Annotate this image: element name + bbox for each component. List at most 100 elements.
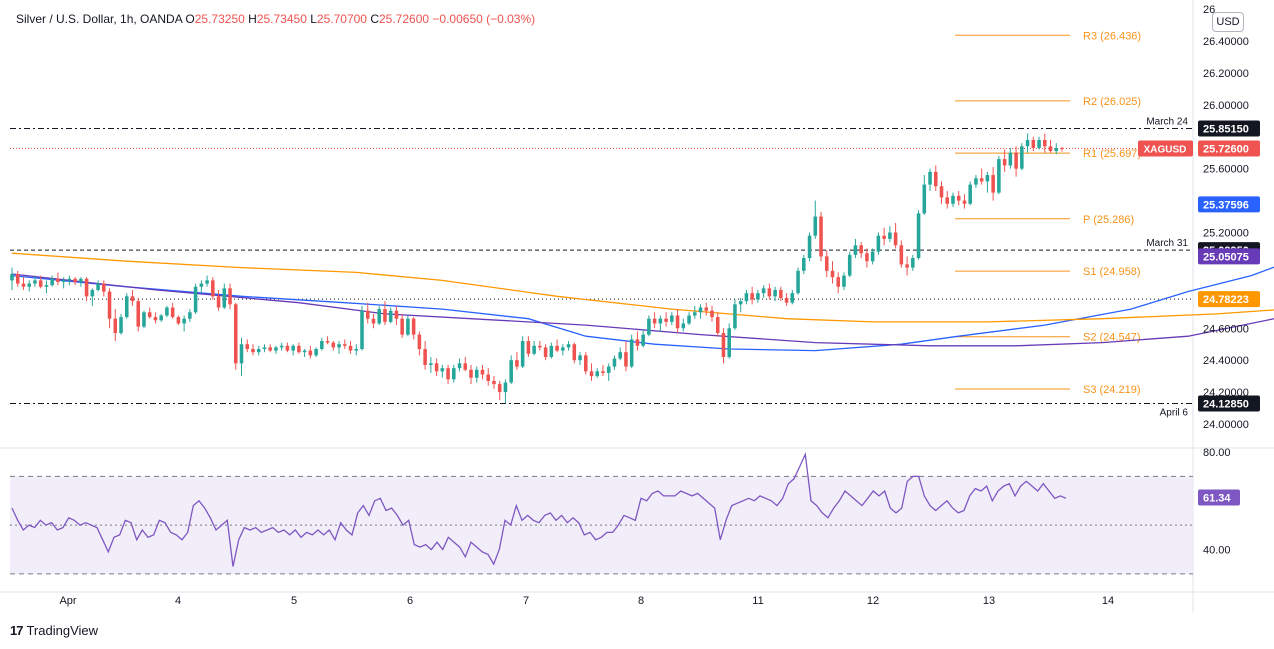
candle[interactable]: [79, 277, 83, 287]
candle[interactable]: [813, 200, 818, 239]
candle[interactable]: [830, 261, 835, 284]
candle[interactable]: [400, 313, 404, 338]
candle[interactable]: [1020, 143, 1024, 171]
candle[interactable]: [216, 289, 221, 311]
candle[interactable]: [136, 297, 141, 332]
candle[interactable]: [394, 305, 399, 326]
candle[interactable]: [520, 336, 525, 369]
candle[interactable]: [859, 242, 863, 259]
candle[interactable]: [1054, 143, 1059, 155]
candle[interactable]: [899, 240, 904, 268]
candle[interactable]: [802, 254, 806, 274]
candle[interactable]: [497, 380, 502, 401]
candle[interactable]: [38, 275, 43, 289]
candle[interactable]: [337, 341, 341, 354]
candle[interactable]: [756, 289, 760, 303]
candle[interactable]: [974, 175, 978, 188]
candle[interactable]: [182, 315, 186, 332]
candle[interactable]: [492, 376, 496, 389]
candle[interactable]: [693, 305, 697, 319]
candle[interactable]: [486, 368, 491, 386]
candle[interactable]: [647, 315, 651, 337]
candle[interactable]: [354, 344, 359, 356]
candle[interactable]: [962, 194, 967, 209]
candle[interactable]: [991, 167, 995, 201]
candle[interactable]: [245, 339, 250, 353]
candle[interactable]: [629, 334, 634, 369]
tradingview-footer[interactable]: 17 TradingView: [10, 623, 98, 638]
candle[interactable]: [434, 358, 439, 377]
candle[interactable]: [222, 283, 227, 310]
candle[interactable]: [188, 309, 192, 322]
candle[interactable]: [331, 341, 336, 351]
candle[interactable]: [652, 312, 657, 329]
candle[interactable]: [612, 355, 617, 370]
candle[interactable]: [279, 342, 284, 351]
candle[interactable]: [561, 344, 565, 356]
candle[interactable]: [61, 277, 66, 289]
candle[interactable]: [738, 297, 743, 313]
candle[interactable]: [256, 345, 261, 356]
candle[interactable]: [721, 328, 726, 364]
candle[interactable]: [1043, 133, 1047, 153]
candle[interactable]: [624, 341, 628, 372]
candle[interactable]: [302, 348, 307, 357]
candle[interactable]: [457, 358, 462, 372]
candle[interactable]: [84, 277, 89, 302]
candle[interactable]: [549, 342, 554, 359]
candle[interactable]: [1014, 146, 1018, 177]
candle[interactable]: [348, 341, 353, 354]
candle[interactable]: [233, 302, 238, 370]
candle[interactable]: [784, 293, 789, 306]
candle[interactable]: [761, 285, 766, 298]
candle[interactable]: [130, 289, 135, 306]
candle[interactable]: [10, 267, 14, 290]
candle[interactable]: [365, 302, 370, 324]
candle[interactable]: [251, 344, 255, 356]
candle[interactable]: [750, 286, 754, 305]
candle[interactable]: [142, 310, 146, 329]
candle[interactable]: [274, 345, 278, 354]
candle[interactable]: [985, 171, 990, 193]
candle[interactable]: [566, 341, 571, 351]
candle[interactable]: [371, 313, 376, 329]
candle[interactable]: [153, 312, 158, 324]
candle[interactable]: [1060, 147, 1064, 152]
candle[interactable]: [446, 364, 450, 385]
candle[interactable]: [377, 305, 381, 326]
candle[interactable]: [733, 299, 737, 330]
candle[interactable]: [618, 347, 622, 361]
candle[interactable]: [951, 192, 955, 207]
candle[interactable]: [870, 248, 875, 265]
candle[interactable]: [509, 355, 513, 385]
candle[interactable]: [893, 222, 898, 249]
candle[interactable]: [911, 254, 915, 271]
candle[interactable]: [888, 226, 892, 243]
candle[interactable]: [555, 339, 559, 353]
candle[interactable]: [853, 238, 858, 259]
candle[interactable]: [170, 302, 175, 319]
candle[interactable]: [538, 341, 542, 351]
candle[interactable]: [715, 312, 720, 337]
candle[interactable]: [67, 275, 72, 286]
candle[interactable]: [968, 181, 972, 206]
candle[interactable]: [675, 309, 680, 334]
candle[interactable]: [474, 366, 479, 383]
candle[interactable]: [928, 168, 932, 192]
candle[interactable]: [1002, 149, 1007, 172]
candle[interactable]: [503, 379, 508, 404]
candle[interactable]: [96, 280, 100, 292]
candle[interactable]: [595, 368, 600, 378]
candle[interactable]: [176, 315, 181, 326]
candle[interactable]: [406, 315, 410, 337]
candle[interactable]: [589, 363, 594, 381]
candle[interactable]: [325, 336, 330, 345]
candle[interactable]: [819, 211, 823, 262]
candle[interactable]: [532, 341, 536, 356]
candle[interactable]: [463, 356, 468, 372]
candle[interactable]: [27, 280, 31, 292]
candle[interactable]: [997, 155, 1001, 195]
candle[interactable]: [606, 363, 611, 381]
candle[interactable]: [664, 312, 668, 327]
candle[interactable]: [360, 305, 364, 351]
